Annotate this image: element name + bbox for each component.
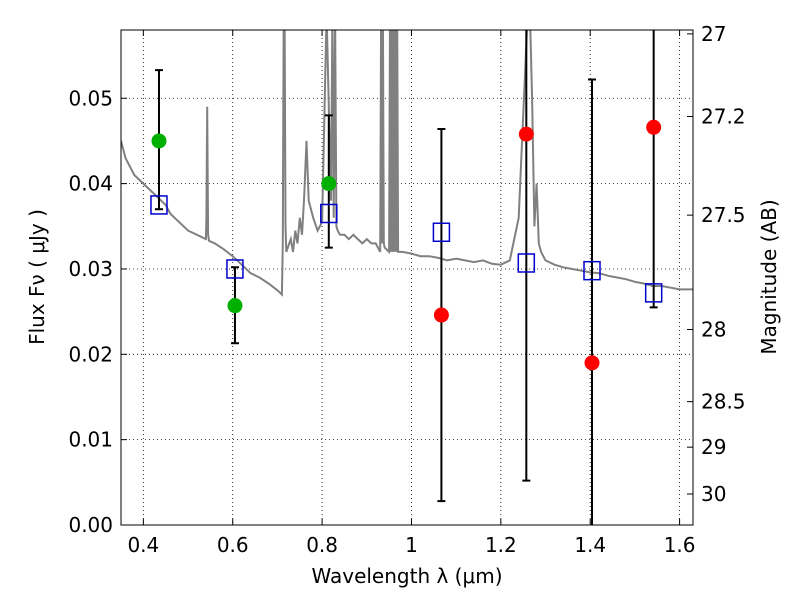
tick-marks <box>121 30 693 526</box>
right-tick-label: 28.5 <box>701 390 746 414</box>
model-photometry-box <box>644 283 663 303</box>
right-tick-label: 28 <box>701 317 726 341</box>
right-tick-label: 30 <box>701 482 726 506</box>
model-photometry-box <box>226 259 244 279</box>
y-tick-label: 0.03 <box>68 257 113 281</box>
y-tick-label: 0.01 <box>68 428 113 452</box>
x-tick-labels: 0.4 0.6 0.8 1 1.2 1.4 1.6 <box>127 533 695 557</box>
x-tick-label: 1 <box>405 533 418 557</box>
green-data-point <box>321 176 337 192</box>
red-data-point <box>646 119 662 135</box>
model-photometry-box <box>432 222 451 243</box>
y-tick-label: 0.00 <box>68 513 113 537</box>
y-tick-labels: 0.00 0.01 0.02 0.03 0.04 0.05 <box>68 86 113 537</box>
right-tick-label: 27.2 <box>701 105 746 129</box>
model-photometry-box <box>320 203 338 224</box>
right-tick-label: 29 <box>701 435 726 459</box>
y-tick-label: 0.04 <box>68 172 113 196</box>
green-data-point <box>151 133 167 149</box>
red-data-point <box>518 126 534 142</box>
grid-lines <box>121 30 693 526</box>
data-points <box>151 119 662 371</box>
right-tick-label: 27 <box>701 22 726 46</box>
red-data-point <box>433 307 449 323</box>
green-data-point <box>227 298 243 314</box>
model-photometry-box <box>150 195 168 215</box>
x-tick-label: 1.4 <box>574 533 606 557</box>
model-photometry-boxes <box>150 195 663 303</box>
x-tick-label: 0.6 <box>217 533 249 557</box>
model-photometry-box <box>583 260 601 281</box>
y-tick-label: 0.05 <box>68 86 113 110</box>
y-axis-label: Flux Fν ( μJy ) <box>25 209 49 345</box>
x-tick-label: 0.8 <box>306 533 338 557</box>
red-data-point <box>584 355 600 371</box>
x-tick-label: 1.6 <box>664 533 696 557</box>
x-tick-label: 0.4 <box>127 533 159 557</box>
model-spectrum <box>121 30 693 297</box>
spectrum-line <box>121 30 693 297</box>
x-tick-label: 1.2 <box>485 533 517 557</box>
plot-frame <box>120 29 694 526</box>
right-axis-label: Magnitude (AB) <box>757 199 781 354</box>
y-tick-label: 0.02 <box>68 342 113 366</box>
right-tick-label: 27.5 <box>701 203 746 227</box>
right-tick-labels: 27 27.2 27.5 28 28.5 29 30 <box>701 22 746 506</box>
error-bars <box>154 30 658 525</box>
x-axis-label: Wavelength λ (μm) <box>311 564 502 588</box>
model-photometry-box <box>517 253 536 273</box>
